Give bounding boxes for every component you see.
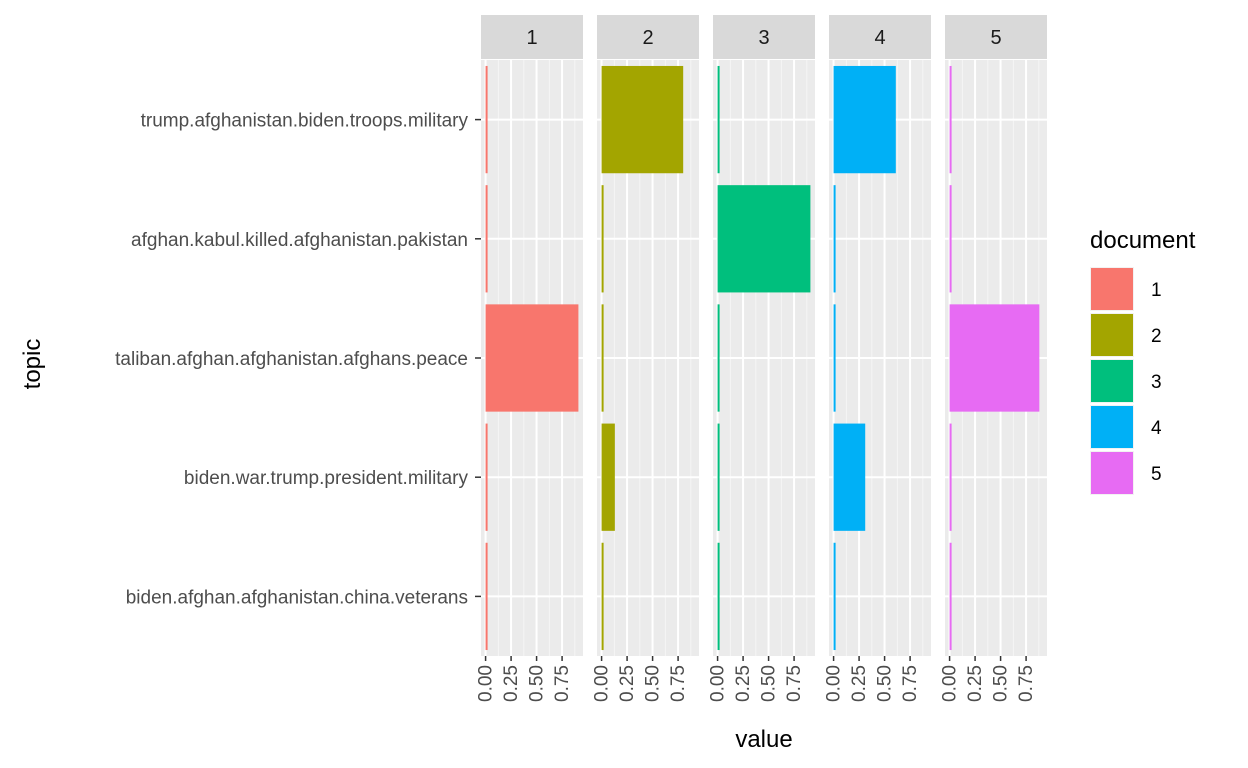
x-tick-label: 0.25 — [617, 665, 638, 702]
legend-swatch-1 — [1091, 268, 1133, 310]
bar-doc1-topic2 — [485, 185, 488, 293]
legend-label-5: 5 — [1151, 464, 1162, 485]
x-axis-title: value — [735, 726, 792, 753]
legend-label-1: 1 — [1151, 280, 1162, 301]
x-tick-label: 0.25 — [501, 665, 522, 702]
x-tick-label: 0.00 — [592, 665, 613, 702]
x-tick-label: 0.75 — [900, 665, 921, 702]
bar-doc3-topic4 — [717, 423, 720, 531]
facet-panel-4: 4 0.00 0.25 0.50 0.75 — [824, 15, 931, 702]
facet-strip — [597, 15, 699, 59]
bar-doc3-topic3 — [717, 304, 720, 412]
facet-strip-label: 3 — [758, 27, 769, 49]
facet-strip-label: 2 — [642, 27, 653, 49]
x-tick-label: 0.50 — [875, 665, 896, 702]
x-tick-label: 0.00 — [708, 665, 729, 702]
bar-doc4-topic1 — [833, 65, 896, 174]
bar-doc1-topic5 — [485, 542, 488, 651]
x-tick-label: 0.50 — [527, 665, 548, 702]
facet-panel-5: 5 0.00 0.25 0.50 0.75 — [940, 15, 1047, 702]
bar-doc4-topic3 — [833, 304, 836, 412]
x-tick-label: 0.00 — [824, 665, 845, 702]
bar-doc2-topic2 — [601, 185, 604, 293]
x-tick-label: 0.25 — [965, 665, 986, 702]
legend-label-2: 2 — [1151, 326, 1162, 347]
legend: document 1 2 3 4 5 — [1090, 227, 1196, 495]
bar-doc5-topic5 — [949, 542, 952, 651]
facet-strip — [481, 15, 583, 59]
y-tick-label: biden.war.trump.president.military — [184, 468, 469, 489]
x-tick-label: 0.75 — [784, 665, 805, 702]
bar-doc1-topic3 — [485, 304, 579, 412]
facet-strip-label: 1 — [526, 27, 537, 49]
bar-doc2-topic5 — [601, 542, 604, 651]
bar-doc3-topic1 — [717, 65, 720, 174]
legend-label-3: 3 — [1151, 372, 1162, 393]
y-tick-label: trump.afghanistan.biden.troops.military — [141, 111, 469, 132]
bar-doc4-topic2 — [833, 185, 836, 293]
bar-doc4-topic5 — [833, 542, 836, 651]
x-tick-label: 0.00 — [940, 665, 961, 702]
y-tick-labels: trump.afghanistan.biden.troops.military a… — [115, 111, 481, 608]
legend-swatch-2 — [1091, 314, 1133, 356]
bar-doc5-topic2 — [949, 185, 952, 293]
legend-swatch-4 — [1091, 406, 1133, 448]
bar-doc5-topic1 — [949, 65, 952, 174]
bar-doc1-topic4 — [485, 423, 488, 531]
legend-swatch-3 — [1091, 360, 1133, 402]
bar-doc4-topic4 — [833, 423, 866, 531]
bar-doc1-topic1 — [485, 65, 488, 174]
bar-doc5-topic3 — [949, 304, 1040, 412]
legend-label-4: 4 — [1151, 418, 1162, 439]
facet-panel-1: 1 0.00 0.25 0.50 0.75 — [476, 15, 583, 702]
bar-doc2-topic1 — [601, 65, 684, 174]
x-tick-label: 0.75 — [552, 665, 573, 702]
facet-strip-label: 4 — [874, 27, 885, 49]
x-tick-label: 0.50 — [991, 665, 1012, 702]
x-tick-label: 0.75 — [668, 665, 689, 702]
bar-doc2-topic4 — [601, 423, 615, 531]
facet-strip-label: 5 — [990, 27, 1001, 49]
y-tick-label: biden.afghan.afghanistan.china.veterans — [126, 587, 468, 608]
bar-doc3-topic5 — [717, 542, 720, 651]
x-tick-label: 0.50 — [759, 665, 780, 702]
legend-swatch-5 — [1091, 452, 1133, 494]
x-tick-label: 0.50 — [643, 665, 664, 702]
bar-doc2-topic3 — [601, 304, 604, 412]
x-tick-label: 0.00 — [476, 665, 497, 702]
bar-doc3-topic2 — [717, 185, 811, 293]
y-tick-label: taliban.afghan.afghanistan.afghans.peace — [115, 349, 468, 370]
x-tick-label: 0.25 — [849, 665, 870, 702]
x-tick-label: 0.75 — [1016, 665, 1037, 702]
facet-strip — [945, 15, 1047, 59]
bar-doc5-topic4 — [949, 423, 952, 531]
facet-panel-3: 3 0.00 0.25 0.50 0.75 — [708, 15, 815, 702]
x-tick-label: 0.25 — [733, 665, 754, 702]
facet-panel-2: 2 0.00 0.25 0.50 0.75 — [592, 15, 699, 702]
legend-title: document — [1090, 227, 1196, 254]
facet-strip — [713, 15, 815, 59]
y-tick-label: afghan.kabul.killed.afghanistan.pakistan — [131, 230, 468, 251]
facet-strip — [829, 15, 931, 59]
y-axis-title: topic — [19, 339, 46, 390]
